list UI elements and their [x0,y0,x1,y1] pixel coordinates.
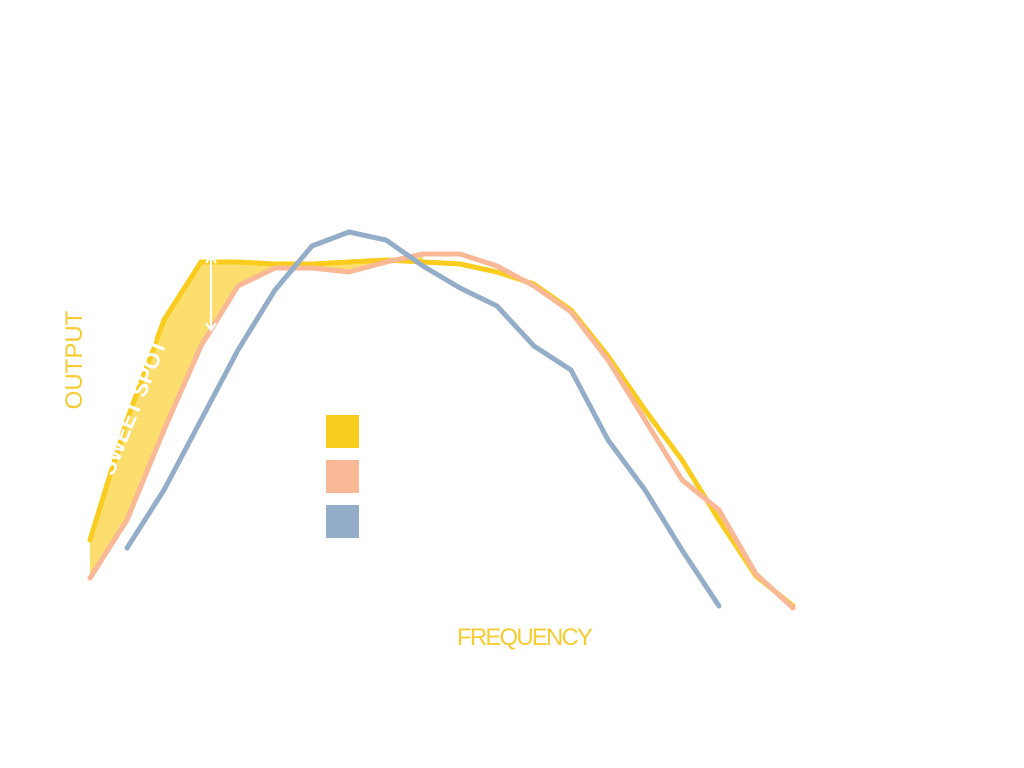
y-axis-label: OUTPUT [61,310,88,409]
sweet-spot-arrow [205,254,217,332]
legend-swatch [326,460,359,493]
sweet-spot-layer [90,254,423,578]
line-series [124,229,722,609]
x-axis-label: FREQUENCY [457,624,593,651]
legend-swatch [326,415,359,448]
line-series [87,251,796,611]
sweet-spot-area [90,254,423,578]
legend-swatch [326,505,359,538]
